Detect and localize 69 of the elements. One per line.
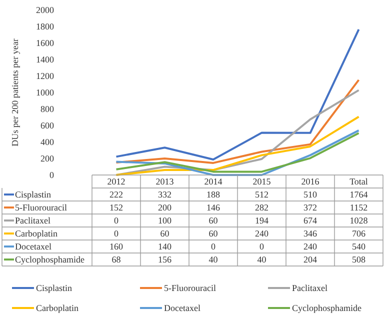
text: Carboplatin: [36, 303, 78, 313]
data-label: 0: [211, 242, 216, 252]
y-tick-label: 800: [40, 104, 54, 114]
y-tick-label: 600: [40, 120, 54, 130]
y-tick-label: 1600: [36, 38, 54, 48]
x-tick-label: 2015: [252, 176, 272, 186]
data-label: 240: [255, 228, 269, 238]
data-label: 152: [110, 202, 123, 212]
y-tick-label: 200: [40, 154, 54, 164]
data-label: 282: [255, 202, 268, 212]
data-label: 60: [208, 228, 218, 238]
data-label: 512: [255, 190, 268, 200]
data-label: 1764: [350, 190, 368, 200]
y-tick-label: 1200: [36, 71, 54, 81]
legend-label: Docetaxel: [15, 242, 52, 252]
text: Paclitaxel: [292, 283, 328, 293]
data-label: 204: [304, 254, 318, 264]
x-tick-label: Total: [350, 176, 368, 186]
legend-label: Carboplatin: [15, 228, 58, 238]
data-label: 222: [110, 190, 123, 200]
legend-label: Cyclophosphamide: [15, 254, 84, 264]
data-label: 508: [352, 254, 366, 264]
y-tick-label: 1800: [36, 22, 54, 32]
x-tick-label: 2016: [301, 176, 320, 186]
text: Docetaxel: [164, 303, 200, 313]
data-label: 188: [206, 190, 220, 200]
data-label: 510: [304, 190, 318, 200]
data-label: 706: [352, 228, 366, 238]
data-label: 140: [158, 242, 172, 252]
data-label: 1028: [350, 216, 368, 226]
data-label: 332: [158, 190, 172, 200]
y-tick-label: 1000: [36, 88, 54, 98]
data-label: 1152: [350, 202, 368, 212]
x-tick-label: 2013: [156, 176, 174, 186]
data-label: 346: [304, 228, 318, 238]
text: 5-Fluorouracil: [164, 283, 216, 293]
line-series: [115, 28, 360, 160]
data-label: 540: [352, 242, 366, 252]
y-tick-label: 1400: [36, 54, 54, 64]
y-tick-label: 0: [50, 170, 54, 180]
data-label: 194: [255, 216, 269, 226]
data-label: 60: [208, 216, 218, 226]
data-label: 240: [304, 242, 318, 252]
legend-label: 5-Fluorouracil: [15, 202, 68, 212]
data-label: 0: [114, 228, 119, 238]
line-series: [115, 116, 360, 176]
text: Cisplastin: [36, 283, 72, 293]
data-label: 156: [158, 254, 172, 264]
data-label: 146: [206, 202, 220, 212]
data-label: 60: [160, 228, 170, 238]
legend-label: Cisplastin: [15, 190, 52, 200]
data-label: 40: [257, 254, 267, 264]
y-tick-label: 400: [40, 137, 54, 147]
y-axis-title: DUs per 200 patients per year: [10, 38, 20, 146]
x-tick-label: 2014: [204, 176, 223, 186]
data-label: 0: [260, 242, 264, 252]
data-label: 200: [158, 202, 172, 212]
text: Cyclophosphamide: [292, 303, 362, 313]
data-label: 68: [112, 254, 122, 264]
data-label: 674: [304, 216, 318, 226]
data-label: 40: [208, 254, 218, 264]
legend-label: Paclitaxel: [15, 216, 51, 226]
data-label: 160: [110, 242, 124, 252]
y-tick-label: 2000: [36, 5, 54, 15]
data-label: 0: [114, 216, 119, 226]
data-label: 100: [158, 216, 172, 226]
x-tick-label: 2012: [107, 176, 126, 186]
data-label: 372: [304, 202, 317, 212]
line-series: [115, 78, 360, 164]
